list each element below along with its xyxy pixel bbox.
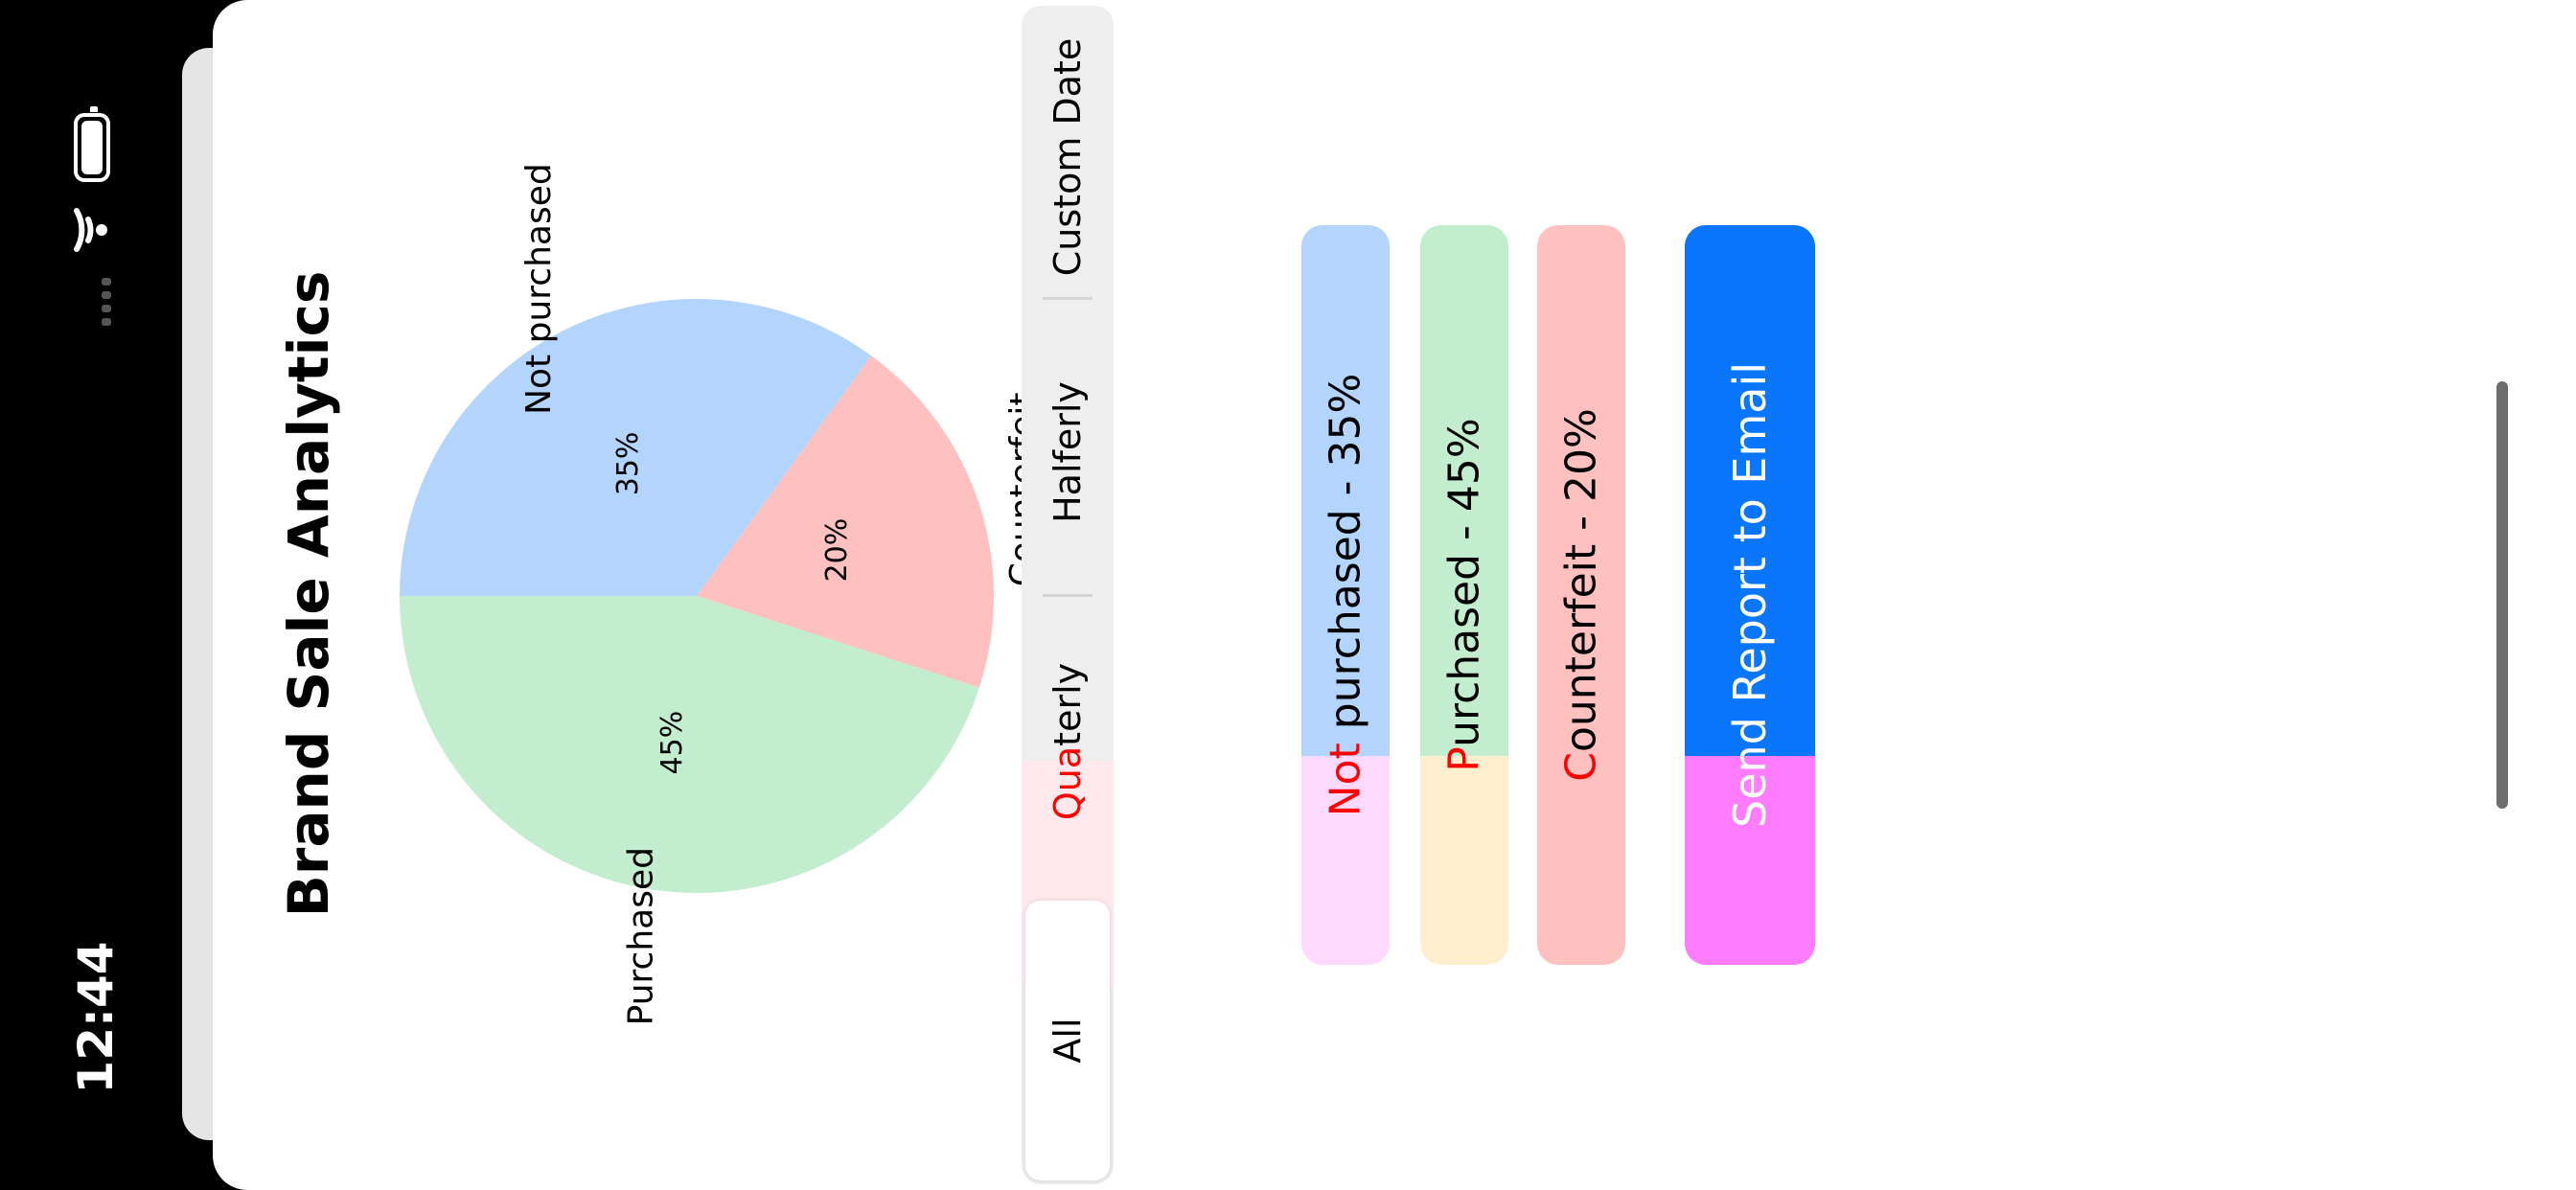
pie-value-label: 45%: [656, 711, 689, 775]
pie-category-label: Purchased: [622, 847, 661, 1025]
pie-slice-not-purchased: [400, 298, 872, 596]
period-filter: All Quaterly Halferly Custom Date: [1022, 6, 1114, 1184]
status-time: 12:44: [68, 941, 124, 1094]
filter-option-all[interactable]: All: [1046, 1018, 1089, 1064]
pie-slice-purchased: [400, 596, 979, 893]
filter-option-custom-date[interactable]: Custom Date: [1046, 37, 1089, 277]
pie-chart: 35%Not purchased20%Counterfeit45%Purchas…: [400, 163, 1043, 1025]
legend-bottom-fill: [1537, 756, 1625, 965]
pie-slice-counterfeit: [697, 355, 994, 688]
scroll-indicator[interactable]: [2496, 381, 2508, 809]
legend-top-fill: [1420, 225, 1508, 756]
battery-icon: [74, 106, 110, 182]
legend-counterfeit: Counterfeit - 20%: [1537, 225, 1625, 965]
pie-category-label: Not purchased: [519, 163, 559, 415]
legend-top-fill: [1537, 225, 1625, 756]
filter-option-quaterly[interactable]: Quaterly: [1046, 662, 1089, 821]
send-report-label: Send Report to Email: [1724, 361, 1776, 829]
button-bottom-fill: [1685, 756, 1815, 965]
pie-value-label: 35%: [611, 432, 645, 496]
status-bar: 12:44: [0, 0, 217, 1190]
legend-bottom-fill: [1301, 756, 1390, 965]
segment-divider: [1043, 594, 1092, 597]
segment-divider: [1043, 297, 1092, 300]
button-top-fill: [1685, 225, 1815, 756]
analytics-sheet: Brand Sale Analytics 35% Not purchased 20%…: [213, 0, 2576, 1190]
send-report-button[interactable]: Send Report to Email: [1685, 225, 1815, 965]
legend-top-fill: [1301, 225, 1390, 756]
legend-label: Counterfeit - 20%: [1556, 408, 1606, 782]
legend-bottom-fill: [1420, 756, 1508, 965]
legend-label: Purchased - 45%: [1439, 418, 1489, 772]
legend-label: Not purchased - 35%: [1321, 373, 1370, 817]
wifi-icon: [74, 208, 107, 252]
pie-value-label: 20%: [820, 518, 854, 583]
segment-selected-indicator: [1025, 901, 1110, 1180]
legend-purchased: Purchased - 45%: [1420, 225, 1508, 965]
page-title: Brand Sale Analytics: [276, 270, 341, 918]
filter-option-halferly[interactable]: Halferly: [1046, 381, 1089, 523]
legend-not-purchased: Not purchased - 35%: [1301, 225, 1390, 965]
cellular-signal-icon: [100, 278, 113, 339]
